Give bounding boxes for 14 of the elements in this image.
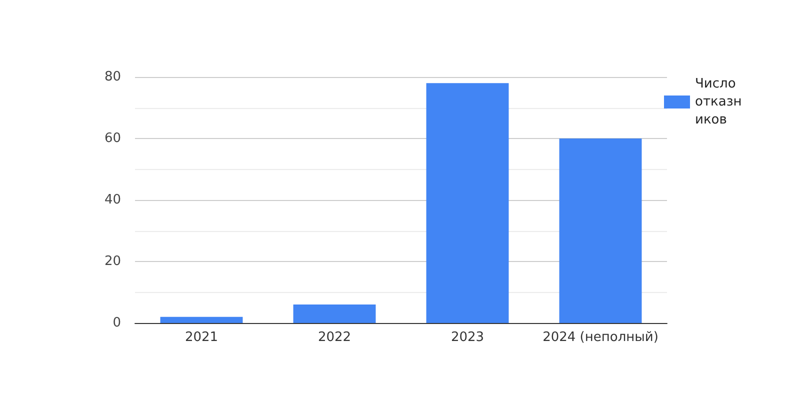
x-tick-label: 2024 (неполный)	[542, 330, 658, 345]
bar	[293, 304, 376, 323]
bar	[559, 138, 642, 323]
x-tick-label: 2021	[184, 330, 218, 345]
bar	[426, 83, 509, 323]
y-tick-label: 60	[104, 131, 121, 146]
x-tick-label: 2022	[318, 330, 352, 345]
x-tick-label: 2023	[450, 330, 484, 345]
legend-label: Число отказников	[695, 76, 742, 128]
y-tick-label: 80	[104, 70, 121, 84]
y-tick-label: 20	[104, 254, 121, 269]
y-tick-label: 40	[104, 192, 121, 208]
y-tick-label: 0	[112, 316, 121, 330]
bar	[160, 316, 243, 323]
